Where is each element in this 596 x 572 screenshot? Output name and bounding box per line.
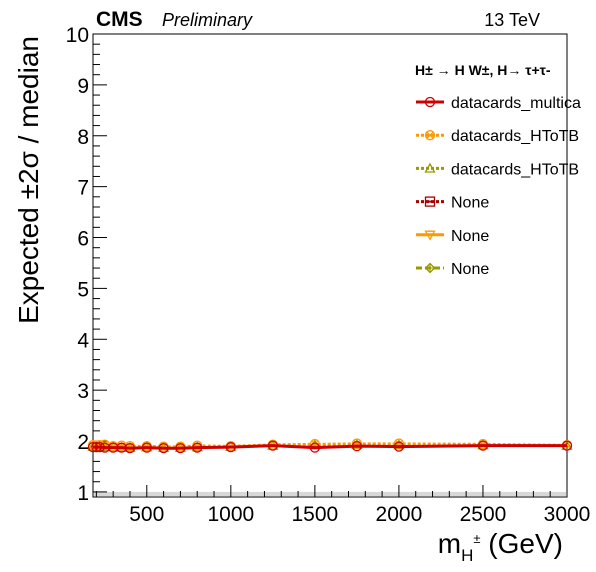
data-point — [267, 440, 279, 451]
data-point — [87, 441, 99, 453]
legend-entry: None — [416, 195, 489, 212]
legend-label: datacards_HToTB — [451, 161, 579, 178]
x-tick-label: 2000 — [376, 503, 423, 526]
legend-label: datacards_multica — [451, 95, 581, 112]
legend-swatch-marker — [424, 196, 436, 207]
series-group — [87, 438, 573, 454]
legend-swatch-marker — [424, 96, 436, 108]
legend-swatch-marker — [424, 230, 436, 241]
y-tick-label: 6 — [77, 228, 89, 251]
y-axis: 1 2 3 4 5 6 7 8 9 10 — [66, 24, 107, 505]
x-axis-title-unit: (GeV) — [481, 528, 563, 559]
data-point — [393, 441, 405, 452]
data-point — [141, 442, 152, 453]
y-tick-label: 7 — [77, 177, 89, 200]
status-label: Preliminary — [162, 10, 253, 30]
legend-entry: None — [416, 228, 489, 245]
x-axis-title-main: m — [438, 528, 461, 559]
y-tick-label: 2 — [77, 431, 89, 454]
x-axis-title-sup: ± — [473, 531, 480, 546]
y-tick-label: 1 — [77, 482, 89, 505]
energy-label: 13 TeV — [484, 10, 540, 30]
data-point — [477, 440, 489, 451]
legend-entry: datacards_HToTB — [416, 161, 579, 178]
data-point — [309, 442, 321, 453]
legend-label: datacards_HToTB — [451, 128, 579, 145]
legend-title: H± → H W±, H→ τ+τ- — [415, 62, 551, 78]
legend-label: None — [451, 261, 489, 278]
y-tick-label: 9 — [77, 75, 89, 98]
x-tick-label: 500 — [129, 503, 164, 526]
data-point — [351, 440, 363, 452]
data-point — [175, 443, 186, 454]
data-point — [561, 440, 573, 451]
y-tick-label: 5 — [77, 278, 89, 301]
reference-band — [94, 491, 566, 496]
plot-frame — [92, 33, 568, 498]
legend-label: None — [451, 228, 489, 245]
data-point — [192, 442, 203, 453]
legend: datacards_multica datacards_HToTB datacard… — [416, 95, 581, 278]
experiment-label: CMS — [96, 8, 143, 31]
x-tick-label: 1500 — [292, 503, 339, 526]
x-tick-label: 1000 — [207, 503, 254, 526]
data-point — [94, 441, 105, 453]
legend-label: None — [451, 195, 489, 212]
reference-band-rect — [94, 491, 566, 496]
legend-entry: datacards_multica — [416, 95, 581, 112]
y-tick-label: 4 — [77, 329, 89, 352]
legend-swatch-marker — [424, 162, 436, 173]
y-tick-label: 10 — [66, 24, 89, 47]
y-tick-label: 8 — [77, 126, 89, 149]
data-point — [225, 441, 236, 453]
x-axis: 500 1000 1500 2000 2500 3000 — [95, 485, 591, 526]
x-axis-title-sub: H — [461, 546, 473, 565]
y-tick-label: 3 — [77, 380, 89, 403]
x-tick-label: 2500 — [460, 503, 507, 526]
y-axis-title: Expected ±2σ / median — [13, 36, 44, 324]
series-0 — [87, 440, 573, 454]
data-point — [158, 443, 169, 454]
data-point — [124, 443, 136, 454]
legend-swatch-marker — [424, 130, 436, 141]
x-axis-title: mH± (GeV) — [438, 528, 563, 565]
x-tick-label: 3000 — [544, 503, 591, 526]
legend-entry: None — [416, 261, 489, 278]
legend-entry: datacards_HToTB — [416, 128, 579, 145]
legend-swatch-marker — [424, 262, 436, 274]
